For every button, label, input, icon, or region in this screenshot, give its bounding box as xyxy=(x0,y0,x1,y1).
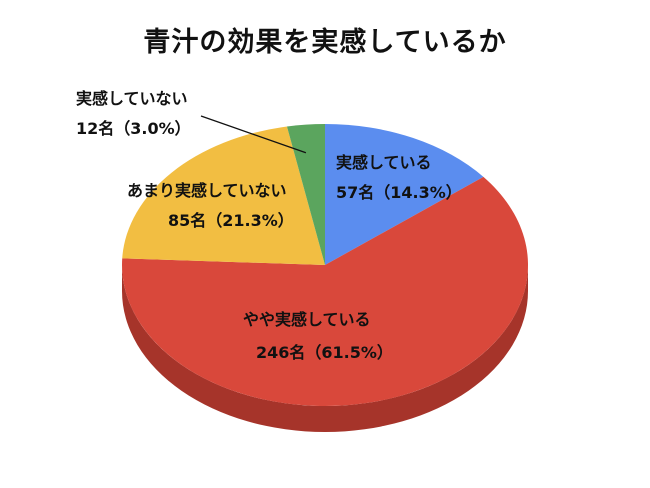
label-not-feeling-value: 12名（3.0%） xyxy=(76,119,191,138)
label-not-feeling-name: 実感していない xyxy=(76,89,188,108)
label-feeling-name: 実感している xyxy=(336,153,432,172)
pie-depth xyxy=(122,265,528,432)
label-not-much-value: 85名（21.3%） xyxy=(168,211,294,230)
label-feeling-value: 57名（14.3%） xyxy=(336,183,462,202)
chart-title: 青汁の効果を実感しているか xyxy=(143,27,507,58)
pie-slices xyxy=(122,124,528,406)
leader-line-not-feeling xyxy=(200,115,307,154)
label-somewhat-name: やや実感している xyxy=(243,310,371,329)
label-not-much-name: あまり実感していない xyxy=(127,181,287,200)
slice-not-much xyxy=(122,126,325,265)
slice-not-feeling xyxy=(286,124,325,265)
slice-somewhat xyxy=(122,176,528,406)
label-somewhat-value: 246名（61.5%） xyxy=(256,343,393,362)
slice-depth-somewhat xyxy=(122,265,528,432)
slice-feeling xyxy=(325,124,484,265)
